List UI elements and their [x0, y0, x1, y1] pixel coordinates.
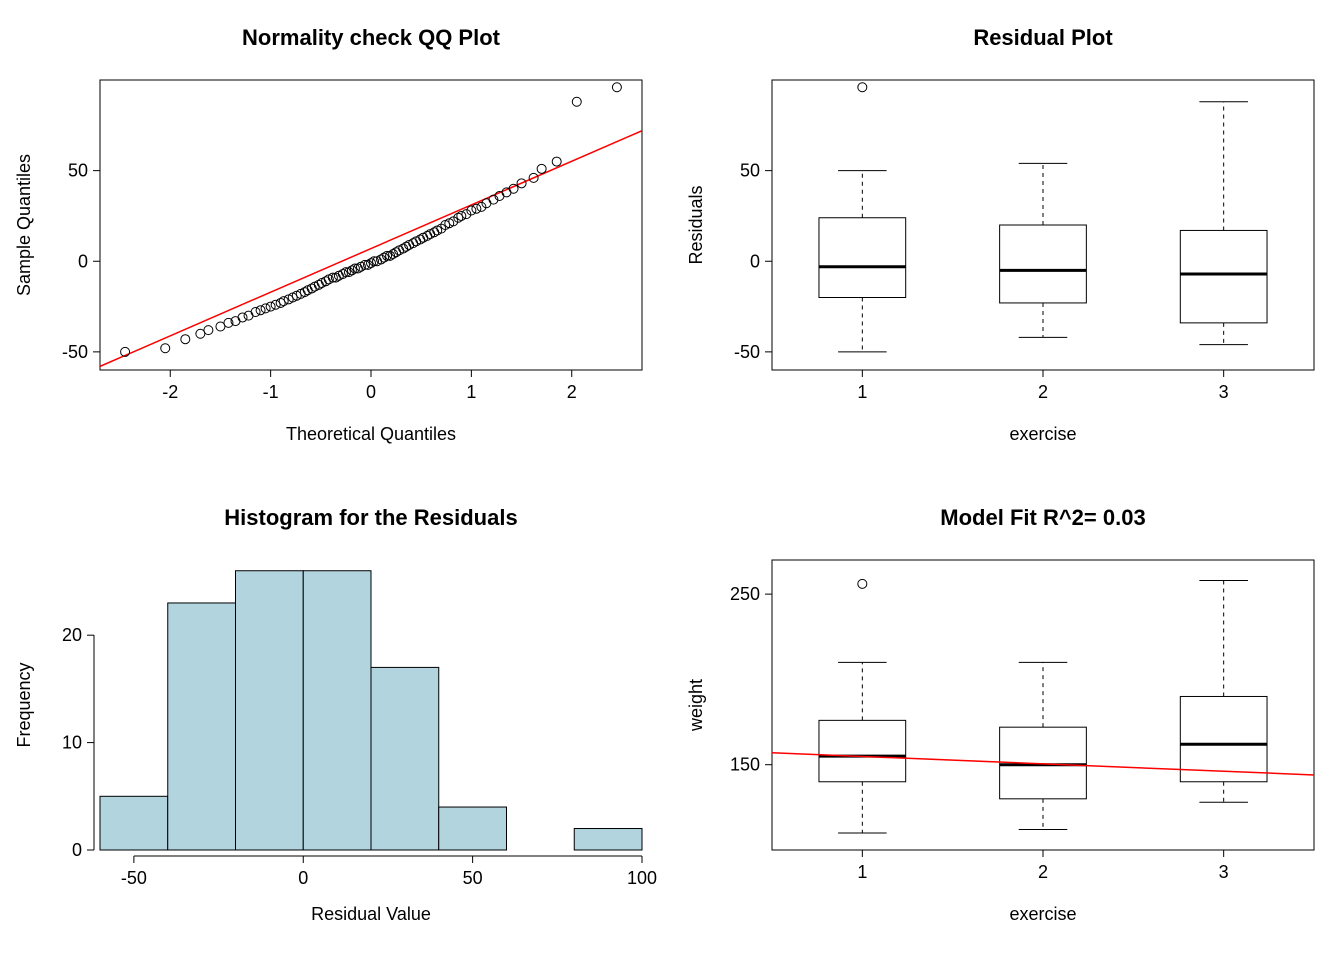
residuals-histogram: Histogram for the Residuals -50 0 50 100 0 10 2… [0, 480, 672, 960]
qq-plot-panel: Normality check QQ Plot -2 -1 0 1 2 -50 0 50 Theo… [0, 0, 672, 480]
box [1180, 696, 1267, 781]
histogram-bar [168, 603, 236, 850]
svg-text:50: 50 [740, 161, 760, 181]
box [1000, 225, 1087, 303]
y-axis-label: Sample Quantiles [14, 154, 34, 296]
svg-text:2: 2 [1038, 862, 1048, 882]
box [819, 218, 906, 298]
qq-plot: Normality check QQ Plot -2 -1 0 1 2 -50 0 50 Theo… [0, 0, 672, 480]
svg-text:2: 2 [567, 382, 577, 402]
svg-text:50: 50 [463, 868, 483, 888]
qq-point [537, 164, 546, 173]
svg-text:100: 100 [627, 868, 657, 888]
qq-point [279, 297, 288, 306]
x-axis-label: exercise [1009, 904, 1076, 924]
svg-text:-2: -2 [162, 382, 178, 402]
histogram-bar [100, 796, 168, 850]
svg-text:-50: -50 [734, 342, 760, 362]
outlier-point [858, 579, 867, 588]
svg-text:-50: -50 [121, 868, 147, 888]
svg-text:3: 3 [1219, 862, 1229, 882]
chart-title: Model Fit R^2= 0.03 [940, 505, 1145, 530]
histogram-bar [371, 667, 439, 850]
qq-point [261, 304, 270, 313]
qq-reference-line [100, 131, 642, 367]
qq-point [612, 83, 621, 92]
qq-point [161, 344, 170, 353]
svg-text:10: 10 [62, 733, 82, 753]
svg-text:1: 1 [857, 382, 867, 402]
x-axis-label: Residual Value [311, 904, 431, 924]
histogram-bar [574, 829, 642, 850]
svg-text:-1: -1 [263, 382, 279, 402]
residual-boxplot-panel: Residual Plot 1 2 3 -50 0 50 exercise Residuals [672, 0, 1344, 480]
qq-point [472, 204, 481, 213]
qq-point [251, 308, 260, 317]
svg-text:250: 250 [730, 584, 760, 604]
histogram-panel: Histogram for the Residuals -50 0 50 100 0 10 2… [0, 480, 672, 960]
svg-text:1: 1 [466, 382, 476, 402]
qq-point [572, 97, 581, 106]
svg-text:2: 2 [1038, 382, 1048, 402]
x-axis-label: exercise [1009, 424, 1076, 444]
svg-text:150: 150 [730, 755, 760, 775]
svg-text:-50: -50 [62, 342, 88, 362]
svg-text:3: 3 [1219, 382, 1229, 402]
qq-point [256, 306, 265, 315]
qq-point [552, 157, 561, 166]
qq-point [238, 313, 247, 322]
chart-title: Normality check QQ Plot [242, 25, 501, 50]
qq-point [244, 311, 253, 320]
svg-text:50: 50 [68, 161, 88, 181]
svg-text:0: 0 [298, 868, 308, 888]
box [819, 720, 906, 781]
model-fit-panel: Model Fit R^2= 0.03 1 2 3 150 250 exercise weig… [672, 480, 1344, 960]
svg-text:0: 0 [750, 251, 760, 271]
svg-text:0: 0 [78, 251, 88, 271]
chart-title: Residual Plot [973, 25, 1113, 50]
svg-text:20: 20 [62, 625, 82, 645]
qq-point [181, 335, 190, 344]
qq-point [204, 326, 213, 335]
y-axis-label: Frequency [14, 662, 34, 747]
y-axis-label: Residuals [686, 185, 706, 264]
svg-text:0: 0 [366, 382, 376, 402]
outlier-point [858, 83, 867, 92]
x-axis-label: Theoretical Quantiles [286, 424, 456, 444]
y-axis-label: weight [686, 679, 706, 732]
qq-point [457, 211, 466, 220]
svg-text:0: 0 [72, 840, 82, 860]
histogram-bar [439, 807, 507, 850]
histogram-bar [303, 571, 371, 850]
svg-text:1: 1 [857, 862, 867, 882]
chart-title: Histogram for the Residuals [224, 505, 517, 530]
qq-point [266, 302, 275, 311]
model-fit-boxplot: Model Fit R^2= 0.03 1 2 3 150 250 exercise weig… [672, 480, 1344, 960]
residual-boxplot: Residual Plot 1 2 3 -50 0 50 exercise Residuals [672, 0, 1344, 480]
box [1180, 230, 1267, 322]
histogram-bar [236, 571, 304, 850]
